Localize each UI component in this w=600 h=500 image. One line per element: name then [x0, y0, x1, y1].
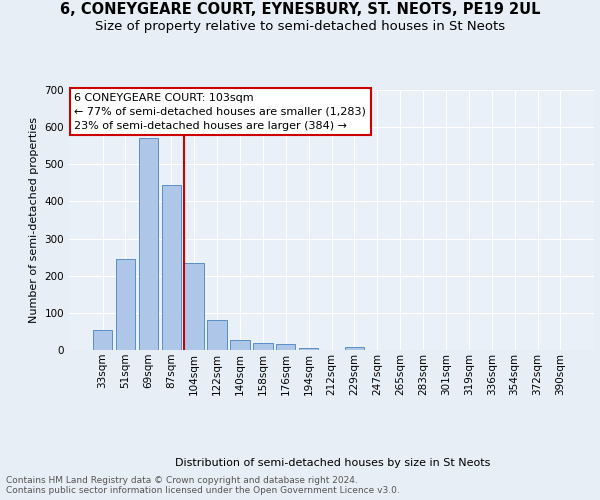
Bar — [184, 262, 204, 350]
Bar — [230, 340, 250, 350]
Bar — [116, 259, 135, 350]
Bar — [344, 347, 364, 350]
Bar — [139, 138, 158, 350]
Text: 6 CONEYGEARE COURT: 103sqm
← 77% of semi-detached houses are smaller (1,283)
23%: 6 CONEYGEARE COURT: 103sqm ← 77% of semi… — [74, 92, 366, 130]
Bar — [93, 330, 112, 350]
Bar — [299, 348, 319, 350]
Text: Distribution of semi-detached houses by size in St Neots: Distribution of semi-detached houses by … — [175, 458, 491, 468]
Text: Size of property relative to semi-detached houses in St Neots: Size of property relative to semi-detach… — [95, 20, 505, 33]
Y-axis label: Number of semi-detached properties: Number of semi-detached properties — [29, 117, 39, 323]
Bar — [208, 320, 227, 350]
Bar — [161, 184, 181, 350]
Bar — [253, 342, 272, 350]
Text: Contains HM Land Registry data © Crown copyright and database right 2024.
Contai: Contains HM Land Registry data © Crown c… — [6, 476, 400, 495]
Bar — [276, 344, 295, 350]
Text: 6, CONEYGEARE COURT, EYNESBURY, ST. NEOTS, PE19 2UL: 6, CONEYGEARE COURT, EYNESBURY, ST. NEOT… — [60, 2, 540, 18]
